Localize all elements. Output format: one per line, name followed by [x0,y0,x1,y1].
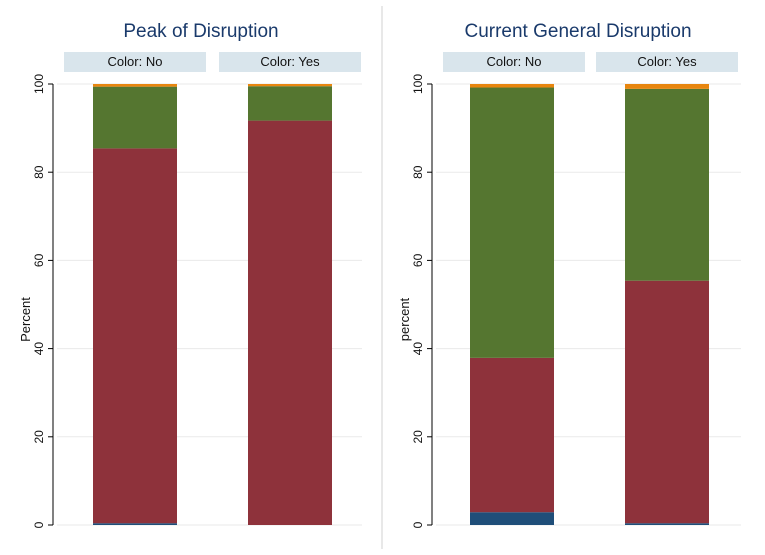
bar-segment [625,84,709,89]
facet-strip-label: Color: Yes [637,54,697,69]
bar-segment [470,84,554,88]
bar-segment [93,523,177,525]
bar-segment [248,120,332,525]
y-tick-label: 40 [411,342,425,356]
bar-segment [625,280,709,524]
bar-segment [625,523,709,525]
y-tick-label: 0 [32,521,46,528]
facet-strip-label: Color: No [487,54,542,69]
chart-title: Peak of Disruption [123,21,278,42]
y-tick-label: 20 [32,430,46,444]
bar-segment [248,86,332,121]
y-tick-label: 40 [32,342,46,356]
facet-strip [64,52,206,72]
y-tick-label: 60 [411,253,425,267]
chart-panel-2: Current General Disruption Color: No Color… [397,21,741,528]
y-tick-label: 100 [411,74,425,94]
chart-title: Current General Disruption [464,21,691,42]
chart-panel-1: Peak of Disruption Color: No Color: Yes 0 20… [18,21,362,528]
y-tick-label: 60 [32,253,46,267]
bar-segment [470,357,554,513]
bar-segment [248,84,332,87]
bar-segment [470,512,554,525]
y-tick-label: 100 [32,74,46,94]
facet-strip-label: Color: Yes [260,54,320,69]
bar-segment [470,87,554,358]
y-axis-title: Percent [18,297,33,342]
y-tick-label: 0 [411,521,425,528]
bar-segment [93,148,177,524]
y-tick-label: 80 [411,165,425,179]
facet-strip [596,52,738,72]
bar-segment [93,86,177,149]
facet-strip-label: Color: No [108,54,163,69]
facet-strip [219,52,361,72]
bar-segment [93,84,177,87]
y-axis-title: percent [397,297,412,341]
y-tick-label: 80 [32,165,46,179]
bar-segment [625,88,709,281]
facet-strip [443,52,585,72]
y-tick-label: 20 [411,430,425,444]
